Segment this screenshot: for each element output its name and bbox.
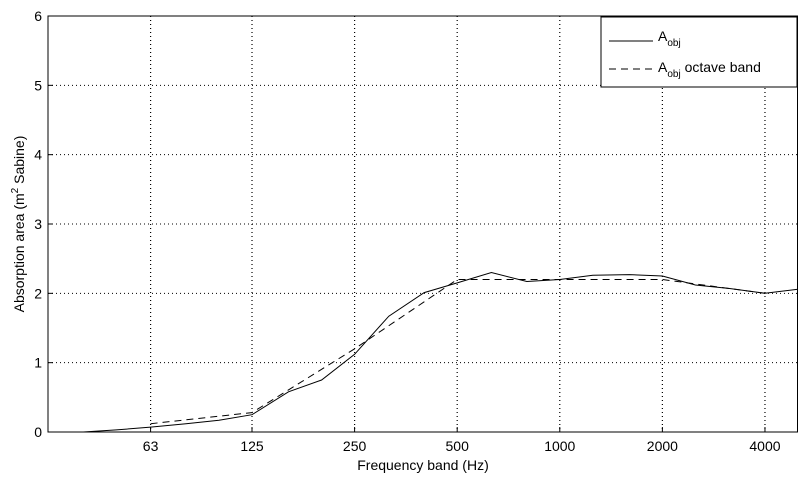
legend-entry-octave-subscript: obj xyxy=(667,69,680,80)
x-tick-label: 63 xyxy=(143,438,159,454)
legend-entry-aobj-octave-band: Aobj octave band xyxy=(658,59,761,80)
x-tick-label: 1000 xyxy=(544,438,575,454)
y-axis-label: Absorption area (m2 Sabine) xyxy=(10,136,27,313)
legend-entry-octave-name: A xyxy=(658,59,668,75)
x-tick-label: 500 xyxy=(446,438,470,454)
y-tick-label: 1 xyxy=(34,355,42,371)
y-tick-label: 0 xyxy=(34,424,42,440)
y-tick-label: 6 xyxy=(34,8,42,24)
y-axis-label-superscript: 2 xyxy=(10,187,21,193)
legend-entry-aobj-name: A xyxy=(658,28,668,44)
series-line-aobj-octave-band xyxy=(150,279,766,425)
y-axis-label-prefix: Absorption area (m xyxy=(11,193,27,312)
x-tick-label: 4000 xyxy=(749,438,780,454)
series-layer xyxy=(83,271,798,433)
x-tick-label: 2000 xyxy=(647,438,678,454)
y-tick-label: 5 xyxy=(34,77,42,93)
ticks: 0 1 2 3 4 5 6 63 125 250 500 1000 2000 4000 xyxy=(34,8,781,454)
y-tick-label: 2 xyxy=(34,285,42,301)
y-tick-label: 4 xyxy=(34,147,42,163)
x-axis-label: Frequency band (Hz) xyxy=(357,457,489,473)
legend-entry-octave-suffix: octave band xyxy=(681,59,761,75)
y-tick-label: 3 xyxy=(34,216,42,232)
x-tick-label: 250 xyxy=(343,438,367,454)
y-axis-label-suffix: Sabine) xyxy=(11,136,27,188)
legend-entry-aobj: Aobj xyxy=(658,28,681,49)
legend: Aobj Aobj octave band xyxy=(600,16,798,88)
legend-box xyxy=(600,16,798,88)
x-tick-label: 125 xyxy=(240,438,264,454)
series-line-aobj xyxy=(83,271,798,433)
legend-entry-aobj-subscript: obj xyxy=(667,38,680,49)
